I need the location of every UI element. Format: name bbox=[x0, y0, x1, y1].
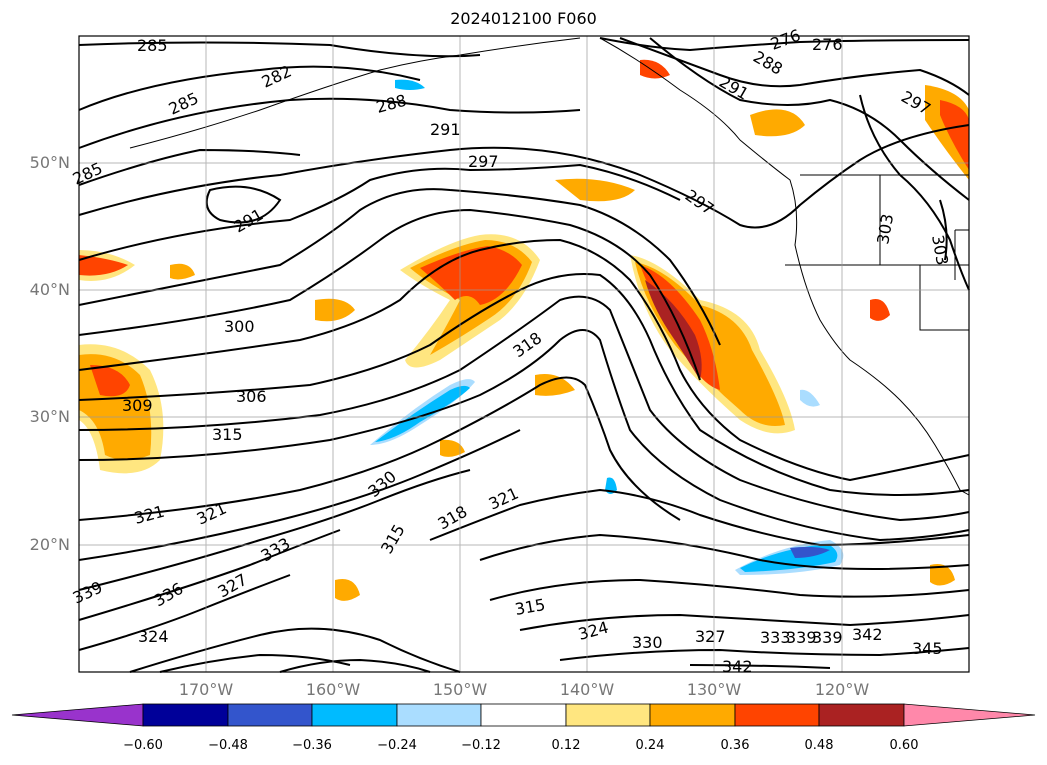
colorbar-tick: −0.24 bbox=[377, 738, 417, 753]
lat-label: 20°N bbox=[29, 535, 70, 554]
contour-label: 276 bbox=[812, 35, 843, 54]
colorbar-segment bbox=[311, 703, 398, 727]
colorbar-tick: −0.12 bbox=[461, 738, 501, 753]
graticule bbox=[79, 36, 969, 672]
colorbar-tick: 0.24 bbox=[635, 738, 665, 753]
contour-label: 315 bbox=[212, 425, 243, 444]
contour-lines bbox=[78, 37, 970, 673]
contour-label: 330 bbox=[632, 633, 663, 652]
lon-label: 150°W bbox=[432, 680, 488, 699]
colorbar-extend-low bbox=[11, 703, 144, 727]
colorbar-extend-high bbox=[903, 703, 1036, 727]
contour-label: 306 bbox=[236, 387, 267, 406]
contour-label: 285 bbox=[137, 36, 168, 55]
contour-label: 324 bbox=[138, 627, 169, 646]
contour-label: 345 bbox=[912, 639, 943, 658]
contour-label: 342 bbox=[722, 657, 753, 676]
contour-label: 339 bbox=[812, 628, 843, 647]
contour-label: 342 bbox=[852, 625, 883, 644]
colorbar-segment bbox=[734, 703, 820, 727]
lat-label: 40°N bbox=[29, 280, 70, 299]
colorbar bbox=[11, 703, 1036, 727]
colorbar-tick: 0.12 bbox=[551, 738, 581, 753]
contour-label: 333 bbox=[760, 628, 791, 647]
colorbar-tick: 0.48 bbox=[804, 738, 834, 753]
contour-label: 291 bbox=[430, 120, 461, 139]
lon-label: 170°W bbox=[178, 680, 234, 699]
filled-regions bbox=[79, 59, 969, 601]
colorbar-tick: −0.48 bbox=[208, 738, 248, 753]
lat-label: 30°N bbox=[29, 407, 70, 426]
lat-label: 50°N bbox=[29, 153, 70, 172]
contour-label: 309 bbox=[122, 396, 153, 415]
plot-frame bbox=[78, 35, 970, 673]
colorbar-tick: −0.36 bbox=[292, 738, 332, 753]
contour-label: 297 bbox=[468, 152, 499, 171]
lon-label: 140°W bbox=[559, 680, 615, 699]
lon-label: 120°W bbox=[814, 680, 870, 699]
colorbar-tick: −0.60 bbox=[123, 738, 163, 753]
colorbar-segment bbox=[227, 703, 313, 727]
contour-label: 327 bbox=[695, 627, 726, 646]
colorbar-segment bbox=[480, 703, 567, 727]
colorbar-tick: 0.36 bbox=[720, 738, 750, 753]
contour-label: 300 bbox=[224, 317, 255, 336]
lon-label: 160°W bbox=[305, 680, 361, 699]
colorbar-segment bbox=[396, 703, 482, 727]
colorbar-segment bbox=[818, 703, 905, 727]
colorbar-segment bbox=[649, 703, 736, 727]
colorbar-segment bbox=[565, 703, 651, 727]
colorbar-tick: 0.60 bbox=[889, 738, 919, 753]
colorbar-segment bbox=[142, 703, 229, 727]
lon-label: 130°W bbox=[686, 680, 742, 699]
contour-label: 339 bbox=[786, 628, 817, 647]
map-title: 2024012100 F060 bbox=[450, 9, 597, 28]
